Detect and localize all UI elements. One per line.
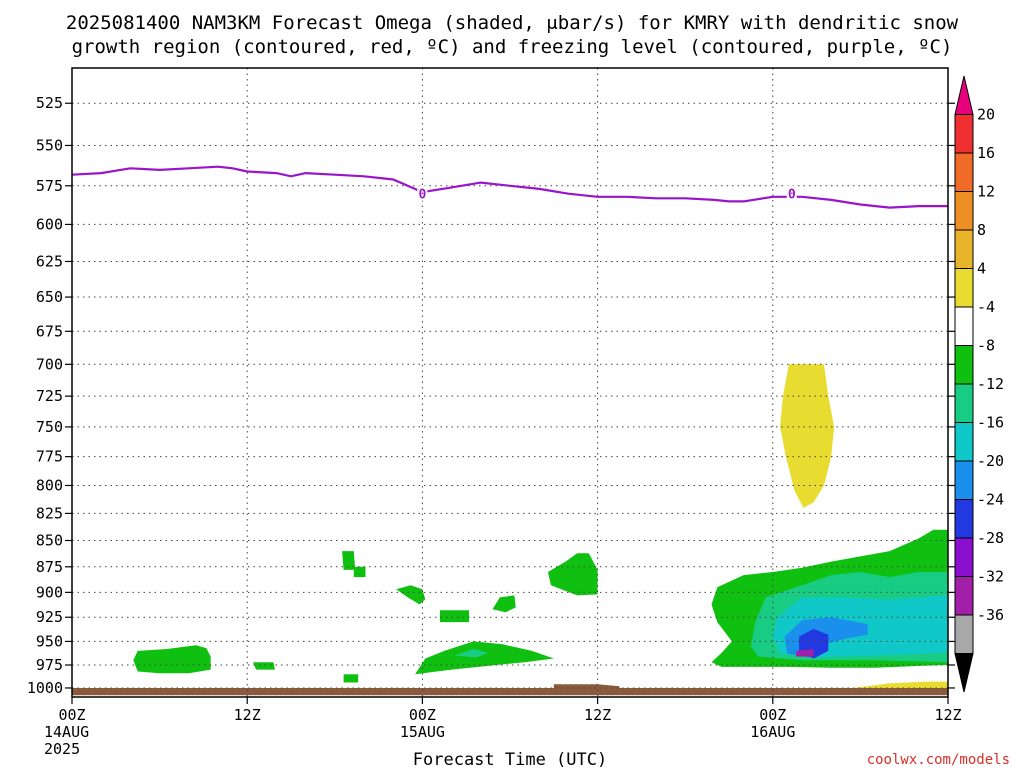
shaded-region-4 <box>353 566 366 578</box>
colorbar-label-12: -32 <box>977 568 1004 586</box>
watermark: coolwx.com/models <box>867 752 1010 768</box>
colorbar-label-2: 12 <box>977 183 995 201</box>
y-tick-label-750: 750 <box>36 418 63 436</box>
y-tick-label-900: 900 <box>36 583 63 601</box>
shaded-region-5 <box>343 674 359 683</box>
y-tick-label-700: 700 <box>36 355 63 373</box>
x-tick-label-36-0: 12Z <box>584 706 611 724</box>
colorbar-label-9: -20 <box>977 452 1004 470</box>
shaded-region-9 <box>492 595 516 613</box>
colorbar-bin-12 <box>954 537 974 577</box>
colorbar-bin-4 <box>954 229 974 269</box>
y-tick-label-550: 550 <box>36 136 63 154</box>
colorbar-bin-2 <box>954 152 974 192</box>
x-tick-label-60-0: 12Z <box>934 706 961 724</box>
colorbar-label-4: 4 <box>977 260 986 278</box>
x-tick-label-0-1: 14AUG <box>44 723 89 741</box>
x-tick-label-12-0: 12Z <box>234 706 261 724</box>
colorbar-label-1: 16 <box>977 144 995 162</box>
colorbar-label-3: 8 <box>977 221 986 239</box>
shaded-region-13 <box>454 649 489 658</box>
colorbar-bin-7 <box>954 345 974 385</box>
y-tick-label-850: 850 <box>36 531 63 549</box>
y-tick-label-875: 875 <box>36 558 63 576</box>
colorbar-label-7: -12 <box>977 375 1004 393</box>
x-axis-label: Forecast Time (UTC) <box>413 750 607 768</box>
colorbar-label-10: -24 <box>977 491 1004 509</box>
colorbar-bin-1 <box>954 114 974 154</box>
freezing-level-label-bg-1 <box>786 185 797 201</box>
chart-title-line2: growth region (contoured, red, ºC) and f… <box>72 36 953 58</box>
colorbar-label-13: -36 <box>977 606 1004 624</box>
colorbar-bin-10 <box>954 460 974 500</box>
shaded-region-19 <box>72 688 948 696</box>
y-axis-ticks: 525 550 575 600 625 650 675 700 725 750 775 800 825 8… <box>27 94 955 697</box>
omega-shaded-field <box>72 364 948 696</box>
shaded-region-20 <box>553 684 620 688</box>
x-tick-label-24-1: 15AUG <box>400 723 445 741</box>
freezing-level-label-0: 0 <box>418 188 426 203</box>
colorbar-label-6: -8 <box>977 337 995 355</box>
colorbar-bin-15 <box>954 653 974 693</box>
freezing-level-label-bg-0 <box>417 185 428 201</box>
colorbar-bin-13 <box>954 576 974 616</box>
shaded-region-8 <box>415 641 554 675</box>
colorbar-label-8: -16 <box>977 414 1004 432</box>
y-tick-label-625: 625 <box>36 252 63 270</box>
colorbar-bin-9 <box>954 422 974 462</box>
x-tick-label-48-1: 16AUG <box>750 723 795 741</box>
y-tick-label-825: 825 <box>36 504 63 522</box>
shaded-region-0 <box>780 364 835 508</box>
shaded-region-10 <box>548 553 598 596</box>
shaded-region-17 <box>796 649 814 657</box>
y-tick-label-725: 725 <box>36 387 63 405</box>
colorbar-label-11: -28 <box>977 529 1004 547</box>
y-tick-label-675: 675 <box>36 322 63 340</box>
plot-frame <box>71 67 949 698</box>
freezing-level-line <box>71 165 948 209</box>
colorbar-bin-3 <box>954 191 974 231</box>
y-tick-label-1000: 1000 <box>27 679 63 697</box>
shaded-region-2 <box>253 662 275 670</box>
colorbar-legend: 20 16 12 8 4 -4 -8 -12 -16 -20 -24 -28 -32 -36 <box>954 75 1004 693</box>
y-tick-label-575: 575 <box>36 177 63 195</box>
y-tick-label-950: 950 <box>36 632 63 650</box>
x-tick-label-48-0: 00Z <box>759 706 786 724</box>
x-tick-label-0-0: 00Z <box>58 706 85 724</box>
y-tick-label-925: 925 <box>36 608 63 626</box>
colorbar-bin-6 <box>954 306 974 346</box>
colorbar-bin-5 <box>954 268 974 308</box>
y-tick-label-525: 525 <box>36 94 63 112</box>
shaded-region-7 <box>439 610 470 623</box>
colorbar-bin-11 <box>954 499 974 539</box>
colorbar-label-5: -4 <box>977 298 995 316</box>
y-tick-label-650: 650 <box>36 288 63 306</box>
colorbar-bin-0 <box>954 75 974 115</box>
chart-title-line1: 2025081400 NAM3KM Forecast Omega (shaded… <box>66 12 959 34</box>
colorbar-bin-14 <box>954 614 974 654</box>
shaded-region-3 <box>342 551 356 570</box>
y-tick-label-600: 600 <box>36 215 63 233</box>
y-tick-label-775: 775 <box>36 448 63 466</box>
colorbar-bin-8 <box>954 383 974 423</box>
freezing-level-label-1: 0 <box>788 188 796 203</box>
shaded-region-6 <box>396 585 426 605</box>
y-tick-label-975: 975 <box>36 656 63 674</box>
y-tick-label-800: 800 <box>36 476 63 494</box>
grid-lines <box>72 68 948 697</box>
shaded-region-1 <box>133 645 211 674</box>
colorbar-label-0: 20 <box>977 106 995 124</box>
x-tick-label-0-2: 2025 <box>44 740 80 758</box>
x-tick-label-24-0: 00Z <box>409 706 436 724</box>
